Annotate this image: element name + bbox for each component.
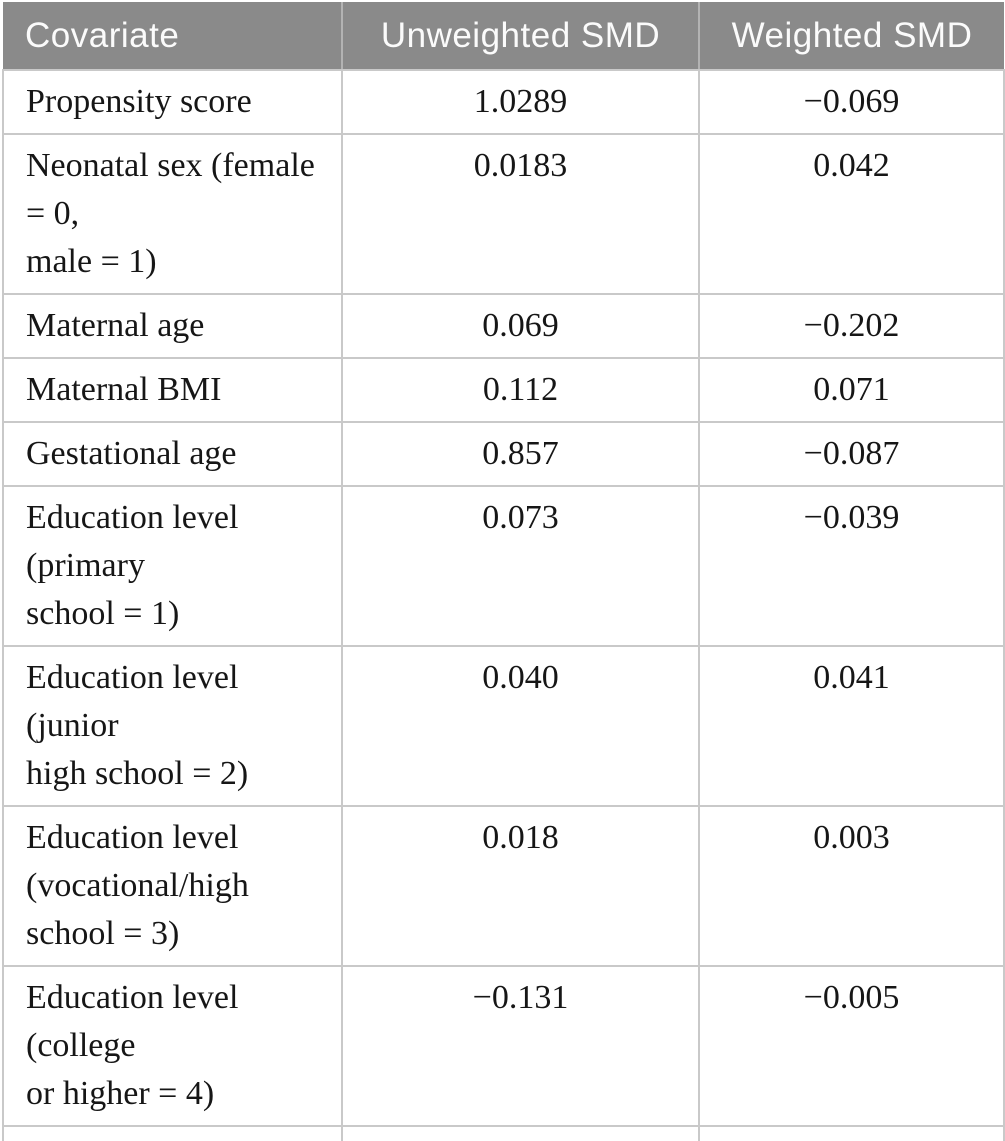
cell-weighted-smd: 0.041 <box>698 645 1005 807</box>
table-row: Education level (college or higher = 4) … <box>2 965 1005 1127</box>
cell-weighted-smd: 0.071 <box>698 357 1005 423</box>
cell-covariate: Education level (vocational/high school … <box>2 805 343 967</box>
table-row: Gestational age 0.857 −0.087 <box>2 421 1005 487</box>
table-body: Propensity score 1.0289 −0.069 Neonatal … <box>2 69 1005 1141</box>
cell-weighted-smd: −0.039 <box>698 485 1005 647</box>
cell-covariate: Occupation (unemployed = 0, employed = 1… <box>2 1125 343 1141</box>
column-header-unweighted-smd: Unweighted SMD <box>341 2 699 71</box>
cell-weighted-smd: −0.005 <box>698 965 1005 1127</box>
cell-unweighted-smd: 0.073 <box>341 485 700 647</box>
table-row: Education level (primary school = 1) 0.0… <box>2 485 1005 647</box>
table-row: Maternal age 0.069 −0.202 <box>2 293 1005 359</box>
cell-weighted-smd: 0.022 <box>698 1125 1005 1141</box>
cell-weighted-smd: −0.202 <box>698 293 1005 359</box>
cell-covariate: Education level (junior high school = 2) <box>2 645 343 807</box>
cell-unweighted-smd: 0.0183 <box>341 133 700 295</box>
cell-unweighted-smd: 0.857 <box>341 421 700 487</box>
table-row: Education level (junior high school = 2)… <box>2 645 1005 807</box>
cell-unweighted-smd: −0.131 <box>341 965 700 1127</box>
cell-unweighted-smd: 0.018 <box>341 805 700 967</box>
cell-unweighted-smd: −0.216 <box>341 1125 700 1141</box>
cell-covariate: Neonatal sex (female = 0, male = 1) <box>2 133 343 295</box>
table-row: Neonatal sex (female = 0, male = 1) 0.01… <box>2 133 1005 295</box>
table-row: Education level (vocational/high school … <box>2 805 1005 967</box>
cell-covariate: Education level (primary school = 1) <box>2 485 343 647</box>
cell-weighted-smd: 0.003 <box>698 805 1005 967</box>
cell-unweighted-smd: 0.112 <box>341 357 700 423</box>
cell-weighted-smd: −0.069 <box>698 69 1005 135</box>
cell-unweighted-smd: 0.069 <box>341 293 700 359</box>
table-row: Propensity score 1.0289 −0.069 <box>2 69 1005 135</box>
column-header-weighted-smd: Weighted SMD <box>698 2 1004 71</box>
header-row: Covariate Unweighted SMD Weighted SMD <box>3 2 1004 71</box>
cell-covariate: Maternal age <box>2 293 343 359</box>
cell-weighted-smd: 0.042 <box>698 133 1005 295</box>
cell-covariate: Education level (college or higher = 4) <box>2 965 343 1127</box>
table-row: Occupation (unemployed = 0, employed = 1… <box>2 1125 1005 1141</box>
column-header-covariate: Covariate <box>3 2 342 71</box>
cell-unweighted-smd: 1.0289 <box>341 69 700 135</box>
cell-unweighted-smd: 0.040 <box>341 645 700 807</box>
cell-covariate: Maternal BMI <box>2 357 343 423</box>
table-header: Covariate Unweighted SMD Weighted SMD <box>3 2 1004 71</box>
table-row: Maternal BMI 0.112 0.071 <box>2 357 1005 423</box>
cell-covariate: Propensity score <box>2 69 343 135</box>
cell-weighted-smd: −0.087 <box>698 421 1005 487</box>
cell-covariate: Gestational age <box>2 421 343 487</box>
